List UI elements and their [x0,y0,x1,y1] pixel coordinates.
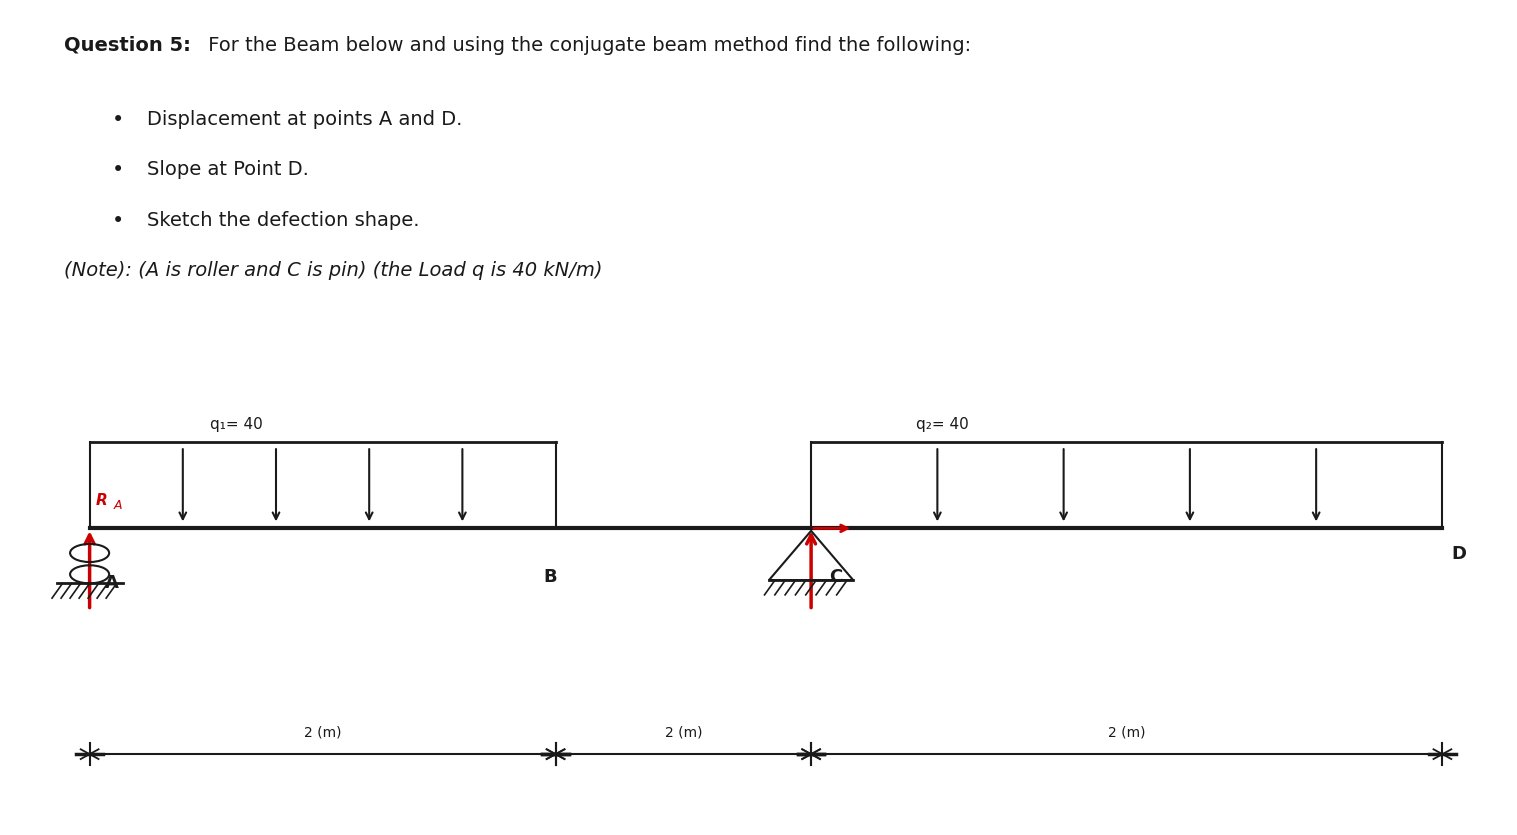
Text: q₁= 40: q₁= 40 [209,418,262,433]
Text: Displacement at points A and D.: Displacement at points A and D. [147,109,463,129]
Text: 2 (m): 2 (m) [303,726,341,739]
Text: A: A [114,499,123,512]
Text: 2 (m): 2 (m) [664,726,702,739]
Text: C: C [830,568,842,586]
Text: •: • [112,211,124,231]
Text: (Note): (A is roller and C is pin) (the Load q is 40 kN/m): (Note): (A is roller and C is pin) (the … [64,261,602,281]
Text: q₂= 40: q₂= 40 [916,418,969,433]
Text: For the Beam below and using the conjugate beam method find the following:: For the Beam below and using the conjuga… [202,36,971,54]
Text: Sketch the defection shape.: Sketch the defection shape. [147,211,419,230]
Text: Question 5:: Question 5: [64,36,191,54]
Text: 2 (m): 2 (m) [1107,726,1145,739]
Text: Slope at Point D.: Slope at Point D. [147,160,308,180]
Text: R: R [96,493,108,508]
Text: A: A [105,574,118,591]
Text: •: • [112,109,124,129]
Text: B: B [543,568,557,586]
Text: •: • [112,160,124,180]
Text: D: D [1452,544,1467,563]
